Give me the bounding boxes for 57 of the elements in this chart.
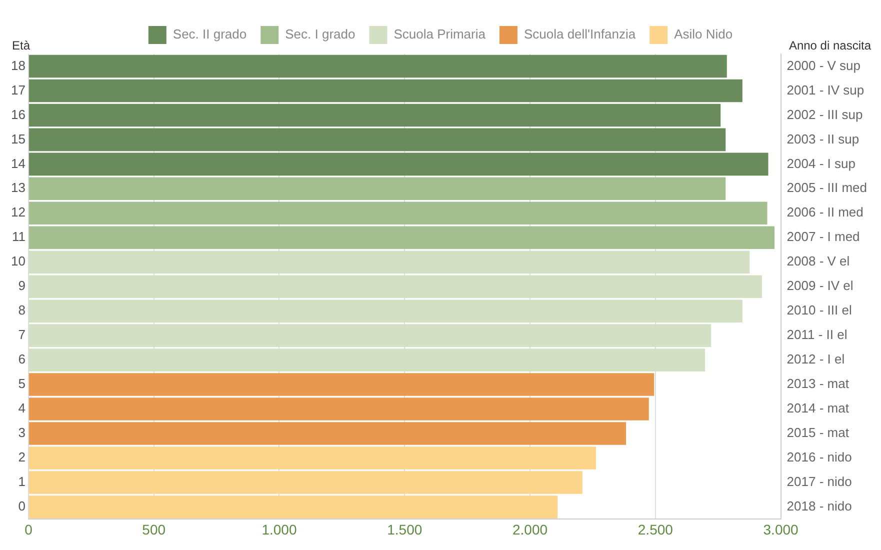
y2-tick-label: 2001 - IV sup <box>786 82 864 98</box>
y-tick-label: 6 <box>18 352 26 367</box>
y2-axis-title: Anno di nascita <box>788 38 872 52</box>
y-tick-label: 11 <box>12 229 26 244</box>
y-tick-label: 9 <box>18 278 26 294</box>
x-tick-label: 1.500 <box>387 521 422 538</box>
y2-tick-label: 2006 - II med <box>786 204 864 220</box>
y-tick-label: 15 <box>10 131 26 146</box>
y2-tick-label: 2011 - II el <box>786 327 848 342</box>
y2-tick-label: 2009 - IV el <box>786 278 854 294</box>
y2-tick-label: 2016 - nido <box>786 450 852 465</box>
y-tick-label: 3 <box>18 425 26 440</box>
y2-tick-label: 2017 - nido <box>786 474 852 490</box>
y2-tick-label: 2012 - I el <box>786 352 845 367</box>
y-tick-label: 10 <box>10 254 26 269</box>
legend-label: Sec. I grado <box>285 26 356 42</box>
bar <box>28 152 768 176</box>
y-tick-label: 0 <box>18 498 26 514</box>
y-tick-label: 7 <box>18 327 26 342</box>
x-tick-label: 3.000 <box>763 521 799 538</box>
x-tick-label: 500 <box>142 521 166 538</box>
legend-label: Scuola dell'Infanzia <box>524 26 636 42</box>
x-tick-label: 2.500 <box>638 521 674 538</box>
y-tick-label: 4 <box>18 400 26 416</box>
y2-tick-label: 2004 - I sup <box>786 156 856 171</box>
legend-label: Asilo Nido <box>674 26 733 42</box>
legend-label: Sec. II grado <box>172 26 247 42</box>
bar <box>28 177 726 200</box>
y-tick-label: 1 <box>18 474 26 490</box>
x-tick-label: 2.000 <box>512 521 548 538</box>
y-tick-label: 2 <box>18 450 26 465</box>
bar <box>28 128 726 152</box>
y2-tick-label: 2007 - I med <box>786 229 860 244</box>
y-tick-label: 16 <box>10 106 26 122</box>
y2-tick-label: 2014 - mat <box>786 400 850 416</box>
bar <box>28 79 742 102</box>
bar <box>28 54 727 78</box>
y2-tick-label: 2010 - III el <box>786 302 852 318</box>
y-tick-label: 12 <box>10 204 26 220</box>
y2-tick-label: 2018 - nido <box>786 498 852 514</box>
y2-tick-label: 2000 - V sup <box>786 58 861 73</box>
y-tick-label: 17 <box>10 82 26 98</box>
y-tick-label: 18 <box>10 58 26 73</box>
y2-tick-label: 2008 - V el <box>786 254 850 269</box>
y2-tick-label: 2003 - II sup <box>786 131 860 146</box>
y-tick-label: 14 <box>10 156 26 171</box>
y-tick-label: 13 <box>10 180 26 196</box>
y2-tick-label: 2013 - mat <box>786 376 850 392</box>
y-tick-label: 8 <box>18 302 26 318</box>
legend-label: Scuola Primaria <box>394 26 486 42</box>
y-tick-label: 5 <box>18 376 26 392</box>
y-axis-title: Età <box>12 38 30 52</box>
y2-tick-label: 2005 - III med <box>786 180 868 196</box>
bar <box>28 104 721 127</box>
y2-tick-label: 2015 - mat <box>786 425 850 440</box>
y2-tick-label: 2002 - III sup <box>786 106 863 122</box>
x-tick-label: 1.000 <box>262 521 297 538</box>
